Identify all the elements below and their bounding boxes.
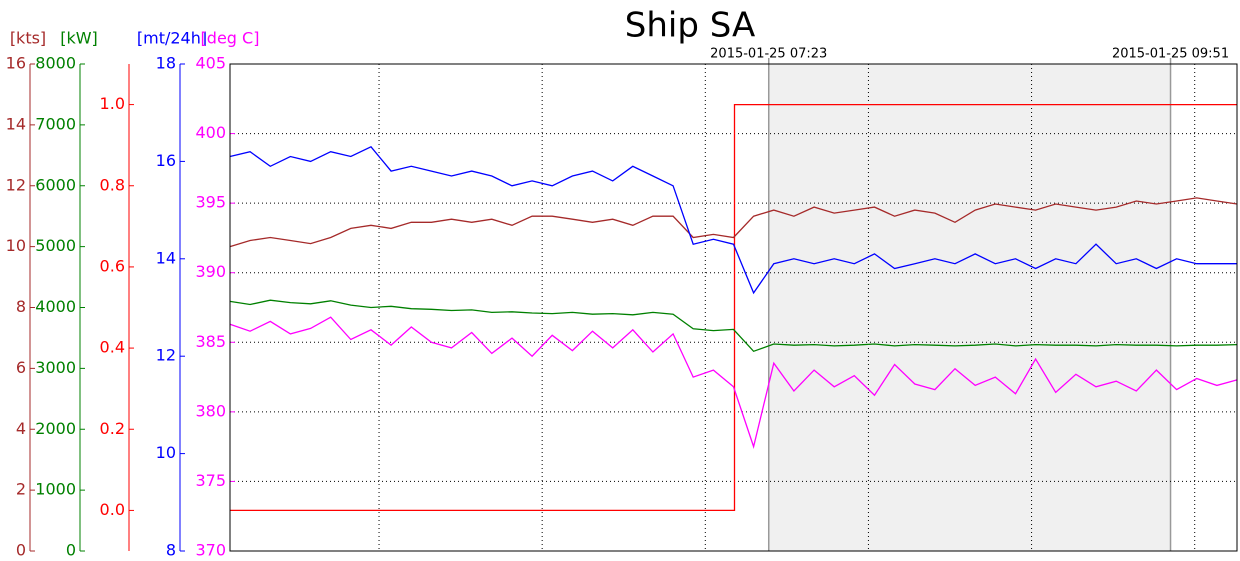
- y-tick-label: 2000: [35, 419, 76, 438]
- y-tick-label: 12: [6, 175, 26, 194]
- y-tick-label: 14: [6, 114, 26, 133]
- y-tick-label: 5000: [35, 236, 76, 255]
- series-line: [229, 145, 1237, 295]
- chart-title: Ship SA: [625, 6, 755, 46]
- y-tick-label: 385: [195, 332, 226, 351]
- y-tick-label: 16: [6, 54, 26, 73]
- y-tick-label: 8000: [35, 54, 76, 73]
- y-tick-label: 0.6: [100, 256, 125, 275]
- y-tick-label: 400: [195, 123, 226, 142]
- y-tick-label: 6: [16, 358, 26, 377]
- y-tick-label: 10: [6, 236, 26, 255]
- y-tick-label: 10: [156, 443, 176, 462]
- y-tick-label: 7000: [35, 114, 76, 133]
- y-axis-label: [deg C]: [201, 29, 260, 48]
- y-tick-label: 12: [156, 346, 176, 365]
- y-tick-label: 405: [195, 54, 226, 73]
- y-axis-label: [mt/24h]: [137, 29, 207, 48]
- y-tick-label: 8: [16, 297, 26, 316]
- y-tick-label: 0.0: [100, 500, 125, 519]
- series-line: [229, 299, 1238, 353]
- y-tick-label: 390: [195, 262, 226, 281]
- y-tick-label: 370: [195, 541, 226, 560]
- annotation-label: 2015-01-25 09:51: [1112, 47, 1229, 62]
- y-tick-label: 380: [195, 401, 226, 420]
- y-tick-label: 1000: [35, 480, 76, 499]
- y-tick-label: 14: [156, 248, 176, 267]
- y-tick-label: 0: [16, 541, 26, 560]
- y-tick-label: 0: [66, 541, 76, 560]
- y-tick-label: 3000: [35, 358, 76, 377]
- y-tick-label: 4000: [35, 297, 76, 316]
- y-tick-label: 16: [156, 151, 176, 170]
- y-axis-label: [kts]: [10, 29, 46, 48]
- y-tick-label: 2: [16, 480, 26, 499]
- series-line: [230, 103, 1237, 512]
- y-tick-label: 375: [195, 471, 226, 490]
- y-tick-label: 8: [166, 541, 176, 560]
- y-tick-label: 18: [156, 54, 176, 73]
- annotation-label: 2015-01-25 07:23: [710, 47, 827, 62]
- y-tick-label: 1.0: [100, 94, 125, 113]
- y-tick-label: 6000: [35, 175, 76, 194]
- y-tick-label: 0.8: [100, 175, 125, 194]
- plot-frame: [229, 63, 1238, 552]
- series-line: [229, 197, 1238, 248]
- highlight-region: [768, 64, 1171, 551]
- y-tick-label: 4: [16, 419, 26, 438]
- y-axis-label: [kW]: [60, 29, 98, 48]
- y-tick-label: 0.2: [100, 419, 125, 438]
- series-line: [229, 316, 1238, 449]
- y-tick-label: 395: [195, 193, 226, 212]
- y-tick-label: 0.4: [100, 338, 125, 357]
